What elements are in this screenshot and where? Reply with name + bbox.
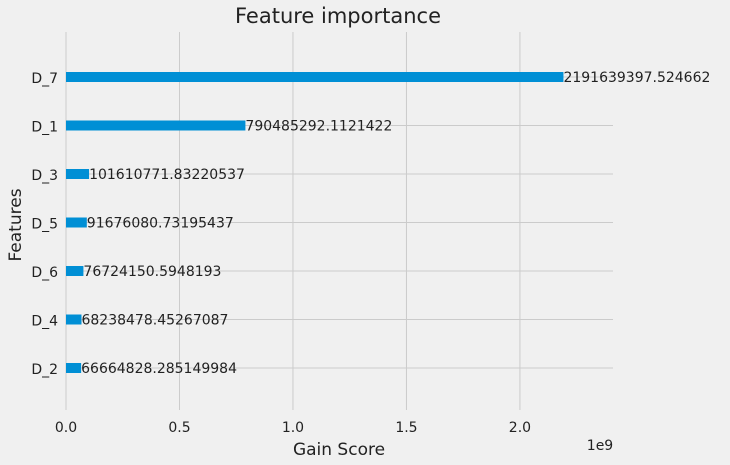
y-tick-label: D_4 [31,314,58,330]
y-tick-label: D_3 [31,168,58,184]
value-label: 91676080.73195437 [87,216,234,232]
value-label: 68238478.45267087 [81,313,228,329]
x-tick-label: 0.0 [55,420,77,436]
bar [66,169,90,179]
x-tick-label: 0.5 [168,420,190,436]
x-tick-label: 1.5 [395,420,417,436]
bar [66,314,82,325]
x-tick-label: 2.0 [509,420,531,436]
y-tick-label: D_6 [31,265,58,281]
y-tick-label: D_2 [31,362,58,378]
bar [66,217,87,228]
value-label: 66664828.285149984 [81,361,237,377]
value-label: 790485292.1121422 [245,119,392,135]
value-label: 2191639397.524662 [563,70,710,86]
value-label: 101610771.83220537 [89,167,245,183]
chart-title: Feature importance [235,4,441,28]
x-axis-label: Gain Score [293,440,385,460]
bar [66,363,82,373]
value-label: 76724150.5948193 [83,264,221,280]
y-tick-label: D_7 [31,71,58,87]
y-tick-label: D_1 [31,120,58,136]
x-tick-label: 1.0 [282,420,304,436]
bar [66,266,84,276]
x-offset-label: 1e9 [587,438,613,454]
y-tick-label: D_5 [31,217,58,233]
y-axis-label: Features [6,188,26,261]
bar [66,72,564,82]
bar [66,120,246,131]
